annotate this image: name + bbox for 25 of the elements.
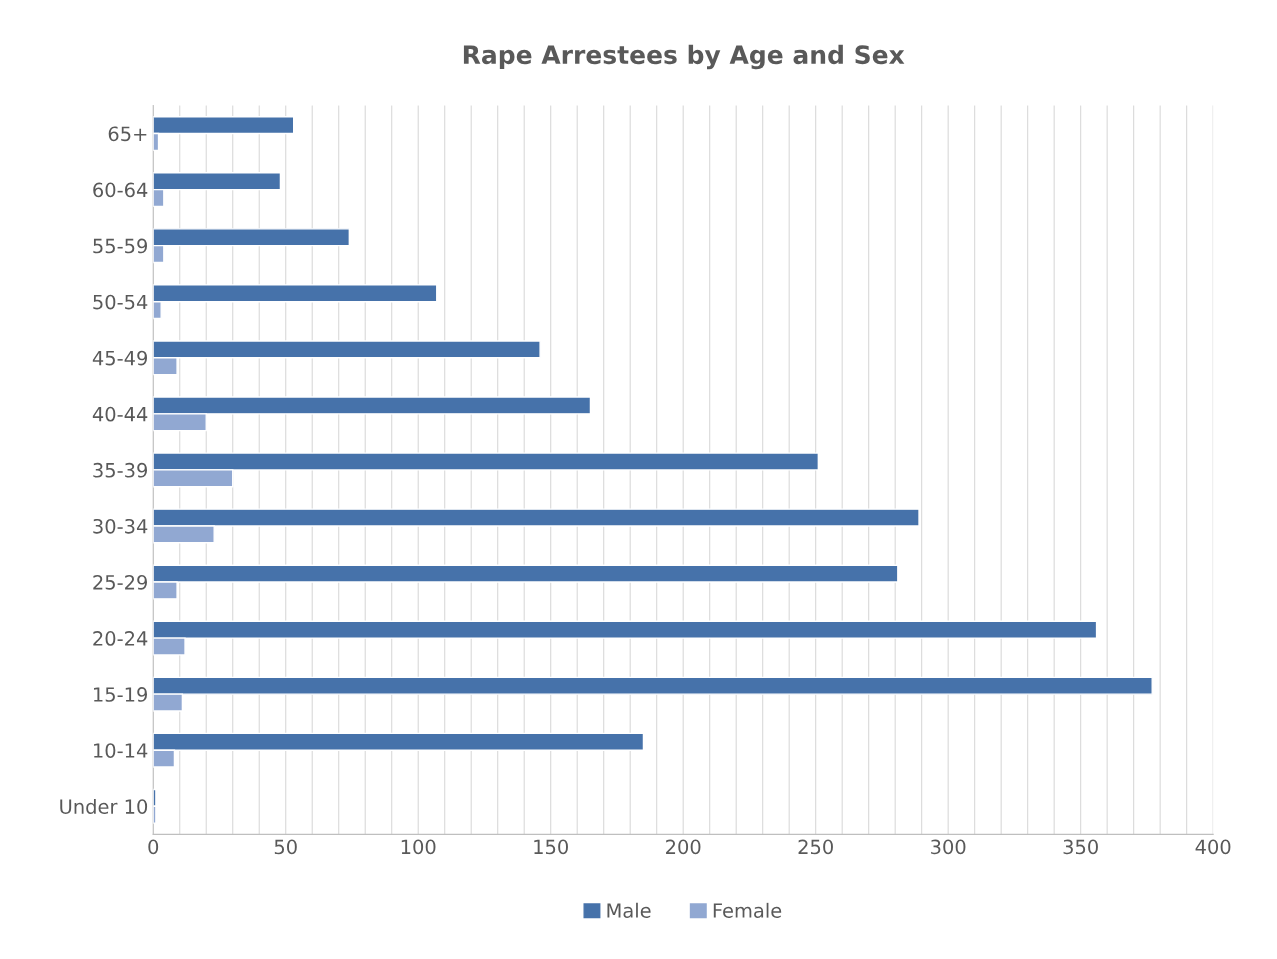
y-tick-label: 15-19 (94, 687, 148, 702)
y-tick-label: 35-39 (93, 462, 148, 478)
x-tick-label: 0 (148, 839, 159, 855)
x-tick-label: 100 (401, 839, 436, 855)
y-tick-label: 40-44 (92, 406, 148, 422)
y-tick-label: 45-49 (92, 350, 148, 366)
legend-label: Female (713, 902, 782, 918)
chart-title: Rape Arrestees by Age and Sex (463, 44, 905, 70)
x-tick-label: 200 (666, 839, 701, 855)
y-tick-label: Under 10 (60, 798, 148, 814)
x-tick-label: 50 (274, 839, 297, 855)
legend-label: Male (607, 902, 651, 918)
x-tick-label: 300 (931, 839, 966, 855)
y-tick-label: 25-29 (93, 575, 148, 590)
y-tick-label: 55-59 (93, 238, 148, 254)
y-tick-label: 30-34 (93, 518, 148, 534)
x-tick-label: 250 (798, 839, 833, 855)
y-tick-label: 50-54 (93, 294, 148, 310)
y-tick-label: 60-64 (93, 182, 148, 198)
y-tick-label: 20-24 (93, 631, 148, 646)
x-tick-label: 350 (1063, 839, 1098, 855)
y-tick-label: 10-14 (94, 743, 148, 758)
x-tick-label: 150 (534, 839, 568, 855)
x-tick-label: 400 (1195, 839, 1231, 855)
y-tick-label: 65+ (108, 126, 147, 142)
